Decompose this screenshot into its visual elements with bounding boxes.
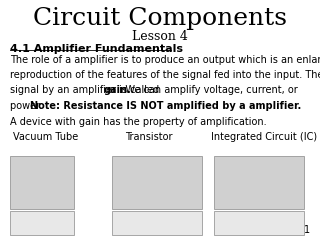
FancyBboxPatch shape [10,156,74,209]
Text: power.: power. [10,101,51,111]
Text: Transistor: Transistor [125,132,172,142]
Text: Integrated Circuit (IC): Integrated Circuit (IC) [211,132,317,142]
Text: Note: Resistance IS NOT amplified by a amplifier.: Note: Resistance IS NOT amplified by a a… [30,101,302,111]
Text: The role of a amplifier is to produce an output which is an enlarged: The role of a amplifier is to produce an… [10,55,320,65]
Text: We can amplify voltage, current, or: We can amplify voltage, current, or [116,85,297,96]
Text: signal by an amplifier is called: signal by an amplifier is called [10,85,162,96]
Text: 1: 1 [304,225,310,235]
Text: gain.: gain. [103,85,131,96]
Text: A device with gain has the property of amplification.: A device with gain has the property of a… [10,117,266,127]
Text: reproduction of the features of the signal fed into the input. The increase in: reproduction of the features of the sign… [10,70,320,80]
Text: Vacuum Tube: Vacuum Tube [13,132,78,142]
Text: Circuit Components: Circuit Components [33,7,287,30]
FancyBboxPatch shape [214,211,304,235]
Text: Lesson 4: Lesson 4 [132,30,188,43]
FancyBboxPatch shape [112,211,202,235]
FancyBboxPatch shape [112,156,202,209]
FancyBboxPatch shape [214,156,304,209]
FancyBboxPatch shape [10,211,74,235]
Text: 4.1 Amplifier Fundamentals: 4.1 Amplifier Fundamentals [10,44,183,54]
